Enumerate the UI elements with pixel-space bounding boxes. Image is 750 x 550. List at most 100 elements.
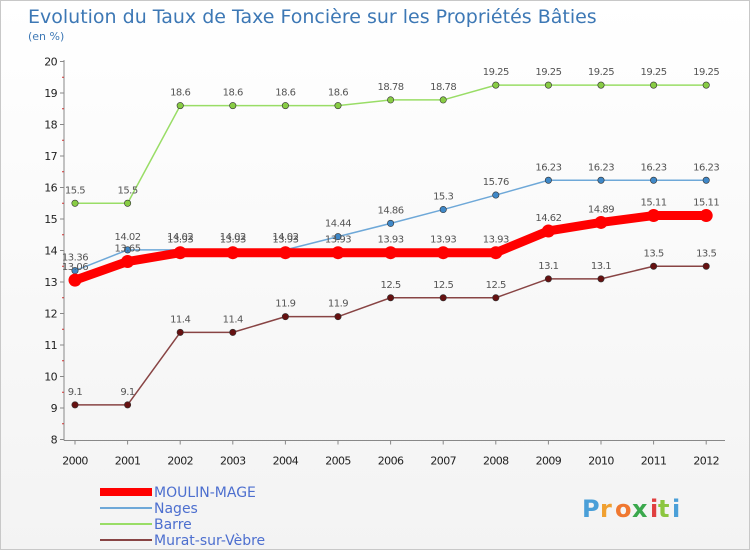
- data-point-barre: [281, 102, 289, 110]
- data-point-barre: [597, 81, 605, 89]
- data-point-barre: [439, 96, 447, 104]
- data-label-moulin-mage: 14.89: [588, 204, 614, 215]
- data-label-barre: 18.78: [430, 82, 456, 93]
- axes: 8 9 10 11 12 13 14 15 16 17 18 19 20 2000 2001 2002 2003…: [44, 56, 725, 468]
- data-label-moulin-mage: 15.11: [641, 198, 667, 209]
- data-label-barre: 19.25: [641, 67, 667, 78]
- data-label-moulin-mage: 13.93: [378, 235, 404, 246]
- data-label-moulin-mage: 13.93: [325, 235, 351, 246]
- y-tick-label: 11: [44, 339, 57, 352]
- data-label-barre: 18.6: [328, 88, 348, 99]
- data-label-barre: 18.78: [378, 82, 404, 93]
- y-tick-label: 12: [44, 308, 57, 321]
- data-label-moulin-mage: 14.62: [535, 213, 561, 224]
- data-point-nages: [439, 206, 447, 214]
- data-point-barre: [702, 81, 710, 89]
- data-point-murat-sur-v-bre: [387, 294, 395, 302]
- data-point-barre: [71, 199, 79, 207]
- data-point-moulin-mage: [331, 246, 345, 260]
- data-point-nages: [544, 176, 552, 184]
- data-point-barre: [176, 102, 184, 110]
- data-label-barre: 19.25: [693, 67, 719, 78]
- data-label-barre: 18.6: [275, 88, 295, 99]
- data-label-nages: 16.23: [588, 162, 614, 173]
- y-tick-label: 8: [51, 434, 58, 447]
- data-label-barre: 19.25: [588, 67, 614, 78]
- data-label-nages: 14.02: [167, 232, 193, 243]
- data-label-nages: 16.23: [693, 162, 719, 173]
- y-tick-label: 10: [44, 371, 57, 384]
- data-point-barre: [492, 81, 500, 89]
- data-label-nages: 15.76: [483, 177, 509, 188]
- data-point-moulin-mage: [278, 246, 292, 260]
- data-label-murat-sur-v-bre: 11.4: [223, 314, 243, 325]
- y-tick-label: 19: [44, 87, 57, 100]
- legend-label: MOULIN-MAGE: [154, 485, 256, 501]
- x-tick-label: 2009: [536, 455, 562, 468]
- logo-letter: r: [600, 495, 612, 523]
- data-point-moulin-mage: [121, 255, 135, 269]
- data-point-nages: [650, 176, 658, 184]
- data-label-barre: 15.5: [117, 185, 137, 196]
- logo-letter: t: [658, 495, 669, 523]
- chart-subtitle: (en %): [28, 30, 64, 43]
- x-tick-label: 2005: [325, 455, 351, 468]
- data-point-barre: [544, 81, 552, 89]
- data-point-nages: [387, 219, 395, 227]
- data-point-moulin-mage: [436, 246, 450, 260]
- legend-label: Murat-sur-Vèbre: [154, 533, 265, 549]
- data-label-barre: 18.6: [170, 88, 190, 99]
- data-label-murat-sur-v-bre: 12.5: [380, 280, 400, 291]
- data-point-barre: [124, 199, 132, 207]
- data-label-moulin-mage: 13.65: [115, 244, 141, 255]
- data-point-nages: [702, 176, 710, 184]
- data-label-nages: 14.02: [115, 232, 141, 243]
- data-point-nages: [124, 246, 132, 254]
- x-tick-label: 2004: [273, 455, 299, 468]
- data-label-barre: 18.6: [223, 88, 243, 99]
- data-label-murat-sur-v-bre: 11.9: [328, 299, 348, 310]
- x-tick-label: 2003: [220, 455, 246, 468]
- data-point-murat-sur-v-bre: [176, 328, 184, 336]
- chart-title: Evolution du Taux de Taxe Foncière sur l…: [28, 6, 597, 28]
- y-tick-label: 18: [44, 119, 57, 132]
- data-point-murat-sur-v-bre: [544, 275, 552, 283]
- legend-label: Nages: [154, 501, 198, 517]
- data-point-murat-sur-v-bre: [702, 262, 710, 270]
- x-tick-label: 2001: [115, 455, 141, 468]
- data-point-moulin-mage: [384, 246, 398, 260]
- data-label-barre: 19.25: [483, 67, 509, 78]
- data-label-nages: 15.3: [433, 192, 453, 203]
- data-point-nages: [597, 176, 605, 184]
- data-label-murat-sur-v-bre: 13.5: [643, 248, 663, 259]
- y-tick-label: 14: [44, 245, 57, 258]
- data-label-murat-sur-v-bre: 13.5: [696, 248, 716, 259]
- y-tick-label: 20: [44, 56, 57, 69]
- data-label-murat-sur-v-bre: 13.1: [591, 261, 611, 272]
- data-label-murat-sur-v-bre: 9.1: [68, 387, 83, 398]
- x-tick-label: 2000: [62, 455, 88, 468]
- logo-letter: o: [615, 495, 632, 523]
- data-point-murat-sur-v-bre: [124, 401, 132, 409]
- x-tick-label: 2002: [167, 455, 193, 468]
- x-tick-label: 2011: [641, 455, 667, 468]
- data-point-murat-sur-v-bre: [597, 275, 605, 283]
- data-label-moulin-mage: 13.06: [62, 262, 88, 273]
- data-point-murat-sur-v-bre: [650, 262, 658, 270]
- data-label-barre: 19.25: [535, 67, 561, 78]
- data-point-nages: [492, 191, 500, 199]
- data-point-moulin-mage: [699, 209, 713, 223]
- data-point-moulin-mage: [173, 246, 187, 260]
- data-point-barre: [387, 96, 395, 104]
- data-label-murat-sur-v-bre: 13.1: [538, 261, 558, 272]
- data-label-nages: 16.23: [641, 162, 667, 173]
- data-label-moulin-mage: 13.93: [167, 235, 193, 246]
- data-label-moulin-mage: 13.93: [430, 235, 456, 246]
- data-point-barre: [229, 102, 237, 110]
- data-label-moulin-mage: 13.93: [272, 235, 298, 246]
- data-point-moulin-mage: [647, 209, 661, 223]
- data-point-nages: [334, 233, 342, 241]
